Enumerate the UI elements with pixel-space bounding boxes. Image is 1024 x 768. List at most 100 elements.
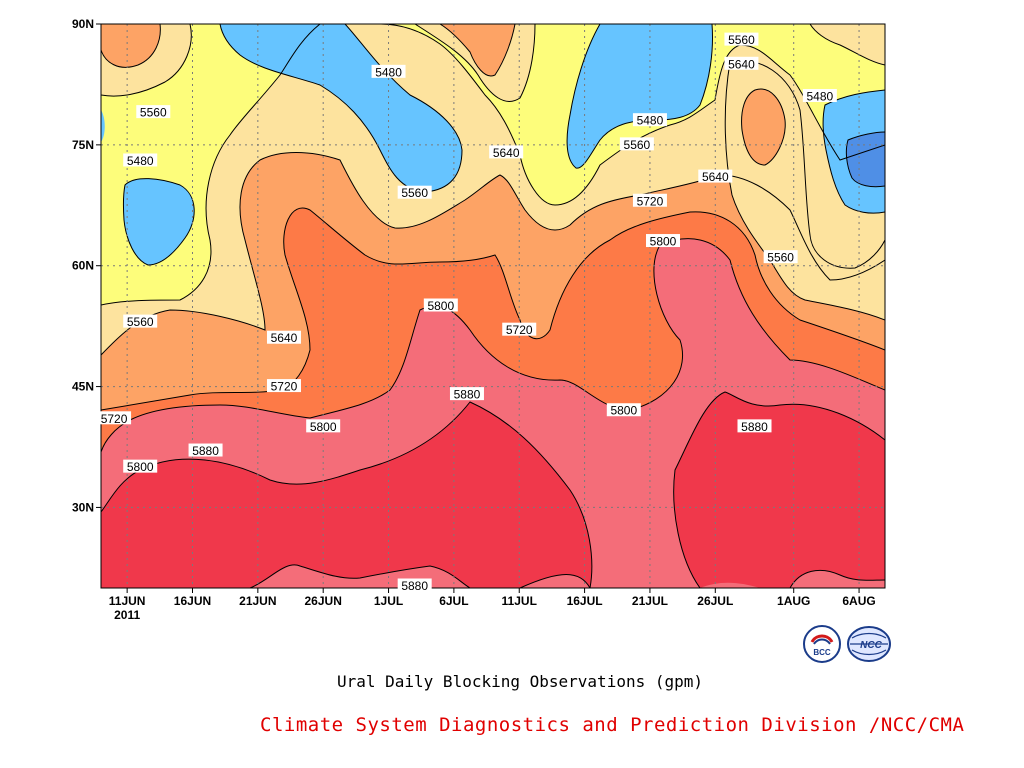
- contour-label-text: 5720: [101, 412, 128, 426]
- bcc-logo: BCC: [803, 625, 841, 663]
- fill-above-5880-spot-3: [520, 574, 590, 588]
- contour-label-text: 5560: [767, 251, 794, 265]
- contour-label: 5560: [136, 105, 171, 120]
- contour-line-5480-mid: [566, 24, 713, 169]
- contour-label-text: 5480: [806, 90, 833, 104]
- fill-above-5880-spot-4: [790, 570, 885, 588]
- contour-label-bg: [136, 105, 171, 119]
- contour-line-right-pocket: [729, 60, 885, 269]
- contour-label-text: 5560: [127, 315, 154, 329]
- y-tick-label: 30N: [72, 500, 94, 514]
- contour-label-bg: [632, 193, 667, 207]
- y-tick-label: 90N: [72, 17, 94, 31]
- contour-label-bg: [123, 153, 158, 167]
- contour-label-bg: [502, 322, 537, 336]
- contour-label-bg: [489, 145, 524, 159]
- contour-label-text: 5800: [127, 460, 154, 474]
- ncc-logo: NCC: [847, 626, 891, 662]
- contour-label: 5880: [449, 387, 484, 402]
- contour-label: 5800: [646, 234, 681, 249]
- contour-label-text: 5880: [192, 444, 219, 458]
- contour-label-text: 5800: [427, 299, 454, 313]
- contour-label: 5720: [97, 411, 132, 426]
- contour-label-bg: [123, 314, 158, 328]
- contour-label: 5480: [123, 153, 158, 168]
- fill-blue-ne: [220, 24, 462, 192]
- contour-fills: [101, 24, 885, 588]
- contour-label-text: 5800: [310, 420, 337, 434]
- contour-label-bg: [698, 169, 733, 183]
- x-tick-label: 26JUL: [697, 594, 733, 608]
- y-tick-label: 75N: [72, 138, 94, 152]
- contour-label-text: 5720: [506, 323, 533, 337]
- x-tick-label: 26JUN: [305, 594, 342, 608]
- contour-label: 5720: [502, 322, 537, 337]
- contour-label: 5720: [266, 379, 301, 394]
- contour-line-bottom-spot: [249, 564, 471, 588]
- contour-label: 5880: [188, 443, 223, 458]
- x-tick-label: 21JUL: [632, 594, 668, 608]
- plot-frame: [100, 23, 886, 589]
- fill-above-5880-spot-2: [700, 582, 760, 588]
- contour-label: 5800: [123, 459, 158, 474]
- contour-label: 5880: [397, 578, 432, 593]
- fill-blue-left: [123, 178, 195, 265]
- contour-label-text: 5560: [401, 186, 428, 200]
- x-tick-label: 1JUL: [374, 594, 403, 608]
- x-tick-label: 11JUL: [502, 594, 537, 608]
- contour-label: 5720: [632, 193, 667, 208]
- contour-label-bg: [737, 419, 772, 433]
- contour-line-top-mid-b: [439, 24, 516, 77]
- x-tick-label: 16JUL: [567, 594, 603, 608]
- x-tick-label: 1AUG: [777, 594, 810, 608]
- contour-label-bg: [606, 403, 641, 417]
- contour-label-text: 5800: [610, 404, 637, 418]
- contour-label-text: 5640: [702, 170, 729, 184]
- contour-label: 5560: [763, 250, 798, 265]
- x-tick-label: 16JUN: [174, 594, 211, 608]
- contour-label: 5560: [619, 137, 654, 152]
- contour-line-top-left-b: [101, 24, 192, 97]
- fill-top-right-beige: [810, 24, 885, 65]
- contour-label-text: 5480: [637, 114, 664, 128]
- fill-blue-mid: [567, 24, 713, 169]
- contour-line-5800: [101, 238, 885, 453]
- fill-deep-blue: [846, 132, 885, 187]
- contour-label-text: 5880: [454, 388, 481, 402]
- ncc-logo-text: NCC: [860, 640, 882, 651]
- contour-label-bg: [266, 379, 301, 393]
- contour-label: 5640: [724, 56, 759, 71]
- contour-label-text: 5880: [741, 420, 768, 434]
- contour-label-text: 5560: [624, 138, 651, 152]
- fill-right-orange-pocket: [741, 89, 786, 165]
- contour-label-bg: [266, 330, 301, 344]
- contour-line-5880-b: [673, 391, 885, 588]
- contour-label-text: 5640: [728, 57, 755, 71]
- contour-label-text: 5560: [728, 33, 755, 47]
- contour-line-top-left-a: [101, 24, 161, 68]
- y-tick-label: 45N: [72, 380, 94, 394]
- contour-label-text: 5640: [271, 331, 298, 345]
- contour-label: 5480: [371, 64, 406, 79]
- contour-label: 5880: [737, 419, 772, 434]
- fill-blue-left-sliver: [101, 110, 105, 142]
- gridlines: [101, 24, 885, 588]
- contour-line-5400-right: [845, 131, 885, 188]
- contour-label-text: 5800: [650, 235, 677, 249]
- contour-label-text: 5720: [637, 194, 664, 208]
- x-tick-label: 6AUG: [842, 594, 875, 608]
- contour-label: 5640: [698, 169, 733, 184]
- x-year-label: 2011: [114, 608, 140, 622]
- contour-label: 5560: [397, 185, 432, 200]
- contour-line-bottom-spot-2: [519, 574, 591, 588]
- contour-label-bg: [97, 411, 132, 425]
- contour-label-text: 5720: [271, 380, 298, 394]
- contour-label-text: 5480: [375, 65, 402, 79]
- contour-label-bg: [724, 32, 759, 46]
- contour-label-bg: [188, 443, 223, 457]
- contour-label: 5480: [632, 113, 667, 128]
- contour-label-text: 5560: [140, 106, 167, 120]
- contour-label-bg: [371, 64, 406, 78]
